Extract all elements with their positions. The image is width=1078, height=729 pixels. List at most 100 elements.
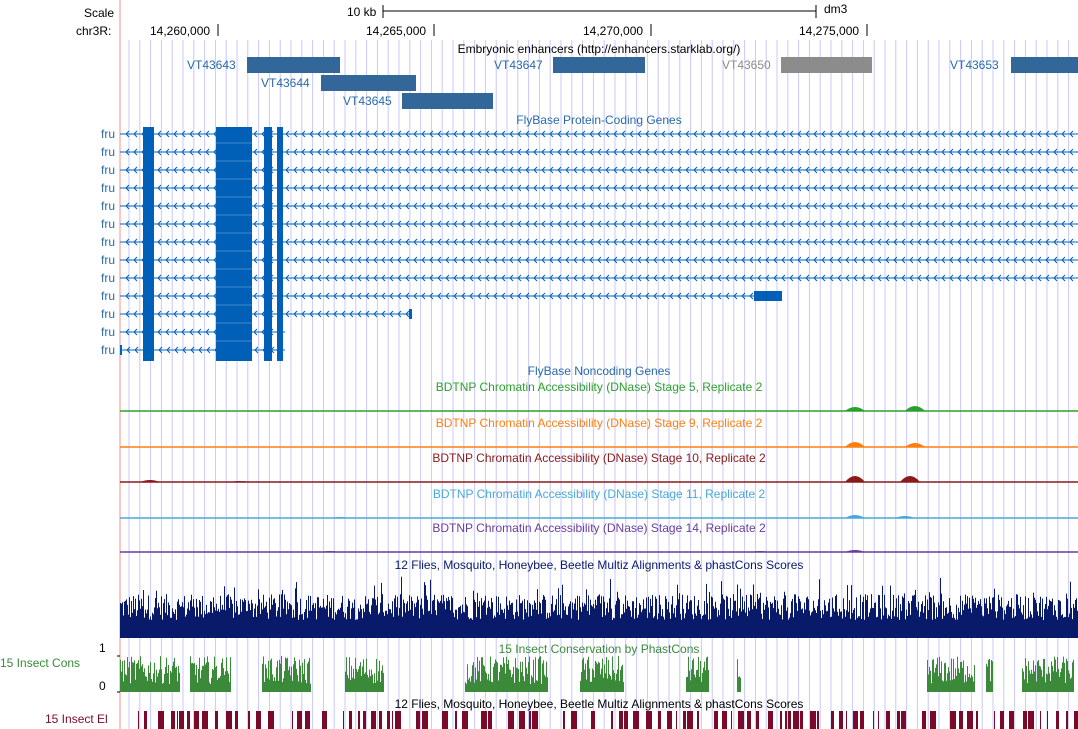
strand-arrow	[485, 130, 490, 138]
enhancer-label[interactable]: VT43644	[261, 76, 310, 90]
gene-label[interactable]: fru	[101, 181, 116, 195]
strand-arrow	[1061, 166, 1066, 174]
chrom-label: chr3R:	[76, 24, 112, 38]
dnase-stage5-title[interactable]: BDTNP Chromatin Accessibility (DNase) St…	[435, 380, 763, 394]
strand-arrow	[797, 166, 802, 174]
strand-arrow	[749, 184, 754, 192]
strand-arrow	[605, 292, 610, 300]
strand-arrow	[629, 238, 634, 246]
strand-arrow	[365, 238, 370, 246]
strand-arrow	[877, 184, 882, 192]
phastcons-track-title[interactable]: 15 Insect Conservation by PhastCons	[498, 642, 700, 656]
strand-arrow	[397, 202, 402, 210]
strand-arrow	[541, 130, 546, 138]
noncoding-track-title[interactable]: FlyBase Noncoding Genes	[527, 364, 671, 378]
strand-arrow	[861, 166, 866, 174]
strand-arrow	[125, 184, 130, 192]
strand-arrow	[381, 310, 386, 318]
strand-arrow	[989, 130, 994, 138]
strand-arrow	[837, 274, 842, 282]
dnase-stage10-title[interactable]: BDTNP Chromatin Accessibility (DNase) St…	[432, 451, 766, 465]
strand-arrow	[685, 166, 690, 174]
gene-label[interactable]: fru	[101, 199, 116, 213]
strand-arrow	[293, 130, 298, 138]
strand-arrow	[597, 202, 602, 210]
strand-arrow	[381, 166, 386, 174]
strand-arrow	[701, 274, 706, 282]
elements-side-label[interactable]: 15 Insect El	[45, 712, 108, 726]
gene-label[interactable]: fru	[101, 127, 116, 141]
dnase-peak	[905, 443, 925, 447]
strand-arrow	[853, 148, 858, 156]
strand-arrow	[1021, 220, 1026, 228]
strand-arrow	[1005, 256, 1010, 264]
strand-arrow	[285, 130, 290, 138]
strand-arrow	[701, 292, 706, 300]
elements-track-title[interactable]: 12 Flies, Mosquito, Honeybee, Beetle Mul…	[394, 697, 804, 711]
enhancer-label[interactable]: VT43653	[950, 58, 999, 72]
strand-arrow	[166, 346, 171, 354]
strand-arrow	[693, 292, 698, 300]
strand-arrow	[709, 256, 714, 264]
gene-label[interactable]: fru	[101, 307, 116, 321]
strand-arrow	[717, 220, 722, 228]
strand-arrow	[357, 238, 362, 246]
enhancer-track-title[interactable]: Embryonic enhancers (http://enhancers.st…	[457, 42, 741, 56]
enhancer-box	[553, 57, 645, 73]
strand-arrow	[517, 184, 522, 192]
strand-arrow	[765, 166, 770, 174]
strand-arrow	[549, 184, 554, 192]
gene-label[interactable]: fru	[101, 271, 116, 285]
strand-arrow	[733, 130, 738, 138]
dnase-stage9-title[interactable]: BDTNP Chromatin Accessibility (DNase) St…	[435, 416, 763, 430]
strand-arrow	[477, 256, 482, 264]
strand-arrow	[1045, 274, 1050, 282]
enhancer-label[interactable]: VT43650	[722, 58, 771, 72]
enhancer-label[interactable]: VT43643	[187, 58, 236, 72]
multiz-track-title[interactable]: 12 Flies, Mosquito, Honeybee, Beetle Mul…	[394, 558, 804, 572]
strand-arrow	[525, 202, 530, 210]
strand-arrow	[357, 130, 362, 138]
gene-label[interactable]: fru	[101, 253, 116, 267]
gene-label[interactable]: fru	[101, 217, 116, 231]
strand-arrow	[845, 166, 850, 174]
strand-arrow	[333, 166, 338, 174]
strand-arrow	[365, 310, 370, 318]
strand-arrow	[165, 166, 170, 174]
strand-arrow	[453, 220, 458, 228]
strand-arrow	[445, 148, 450, 156]
strand-arrow	[781, 220, 786, 228]
enhancer-label[interactable]: VT43645	[343, 94, 392, 108]
gene-label[interactable]: fru	[101, 325, 116, 339]
strand-arrow	[501, 202, 506, 210]
dnase-stage11-title[interactable]: BDTNP Chromatin Accessibility (DNase) St…	[432, 487, 766, 501]
strand-arrow	[997, 148, 1002, 156]
gene-label[interactable]: fru	[101, 289, 116, 303]
gene-label[interactable]: fru	[101, 235, 116, 249]
gene-track-title[interactable]: FlyBase Protein-Coding Genes	[516, 113, 682, 127]
enhancer-label[interactable]: VT43647	[494, 58, 543, 72]
strand-arrow	[317, 148, 322, 156]
strand-arrow	[653, 130, 658, 138]
strand-arrow	[557, 130, 562, 138]
strand-arrow	[453, 184, 458, 192]
strand-arrow	[805, 166, 810, 174]
strand-arrow	[293, 310, 298, 318]
strand-arrow	[581, 130, 586, 138]
gene-label[interactable]: fru	[101, 163, 116, 177]
gene-label[interactable]: fru	[101, 343, 116, 357]
utr-block	[120, 345, 122, 355]
strand-arrow	[397, 292, 402, 300]
strand-arrow	[733, 148, 738, 156]
position-tick-label: 14,260,000	[150, 24, 211, 38]
strand-arrow	[765, 184, 770, 192]
strand-arrow	[637, 292, 642, 300]
strand-arrow	[1037, 202, 1042, 210]
gene-label[interactable]: fru	[101, 145, 116, 159]
dnase-stage14-title[interactable]: BDTNP Chromatin Accessibility (DNase) St…	[432, 521, 766, 535]
strand-arrow	[821, 238, 826, 246]
strand-arrow	[293, 274, 298, 282]
strand-arrow	[965, 256, 970, 264]
phastcons-side-label[interactable]: 15 Insect Cons	[0, 656, 81, 670]
